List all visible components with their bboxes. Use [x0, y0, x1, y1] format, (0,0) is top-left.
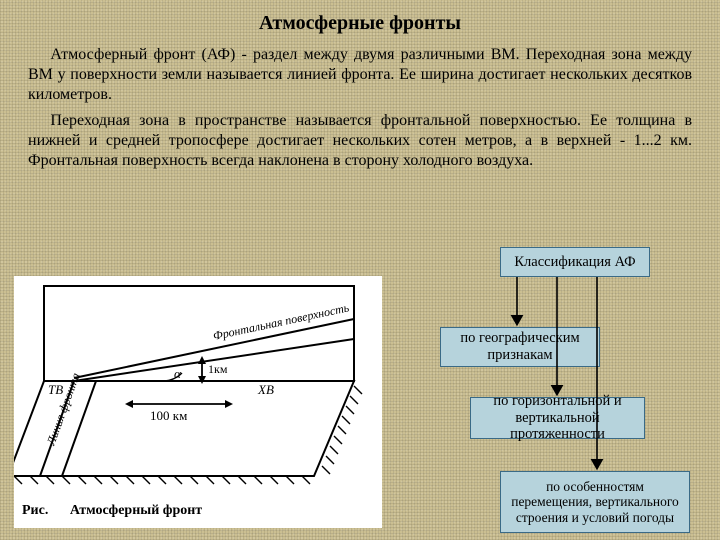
- paragraph-1: Атмосферный фронт (АФ) - раздел между дв…: [28, 45, 692, 105]
- figure-atmospheric-front: ТВ ХВ 1км 100 км α Фронтальная поверхнос…: [14, 276, 382, 528]
- page-title: Атмосферные фронты: [28, 12, 692, 35]
- classification-item-3: по особенностям перемещения, вертикально…: [500, 471, 690, 533]
- svg-text:Рис. Атмосферный фронт: Рис. Атмосферный фронт: [22, 503, 202, 518]
- label-alpha: α: [174, 366, 182, 381]
- classification-item-1: по географическим признакам: [440, 327, 600, 367]
- paragraph-2: Переходная зона в пространстве называетс…: [28, 111, 692, 171]
- label-width: 100 км: [150, 408, 187, 423]
- classification-item-2: по горизонтальной и вертикальной протяже…: [470, 397, 645, 439]
- label-frontal-surface: Фронтальная поверхность: [212, 300, 351, 343]
- classification-root: Классификация АФ: [500, 247, 650, 277]
- label-xb: ХВ: [257, 382, 274, 397]
- front-diagram-svg: ТВ ХВ 1км 100 км α Фронтальная поверхнос…: [14, 276, 382, 528]
- figure-caption-text: Атмосферный фронт: [70, 503, 202, 518]
- figure-caption-label: Рис.: [22, 503, 48, 518]
- label-height: 1км: [208, 362, 228, 376]
